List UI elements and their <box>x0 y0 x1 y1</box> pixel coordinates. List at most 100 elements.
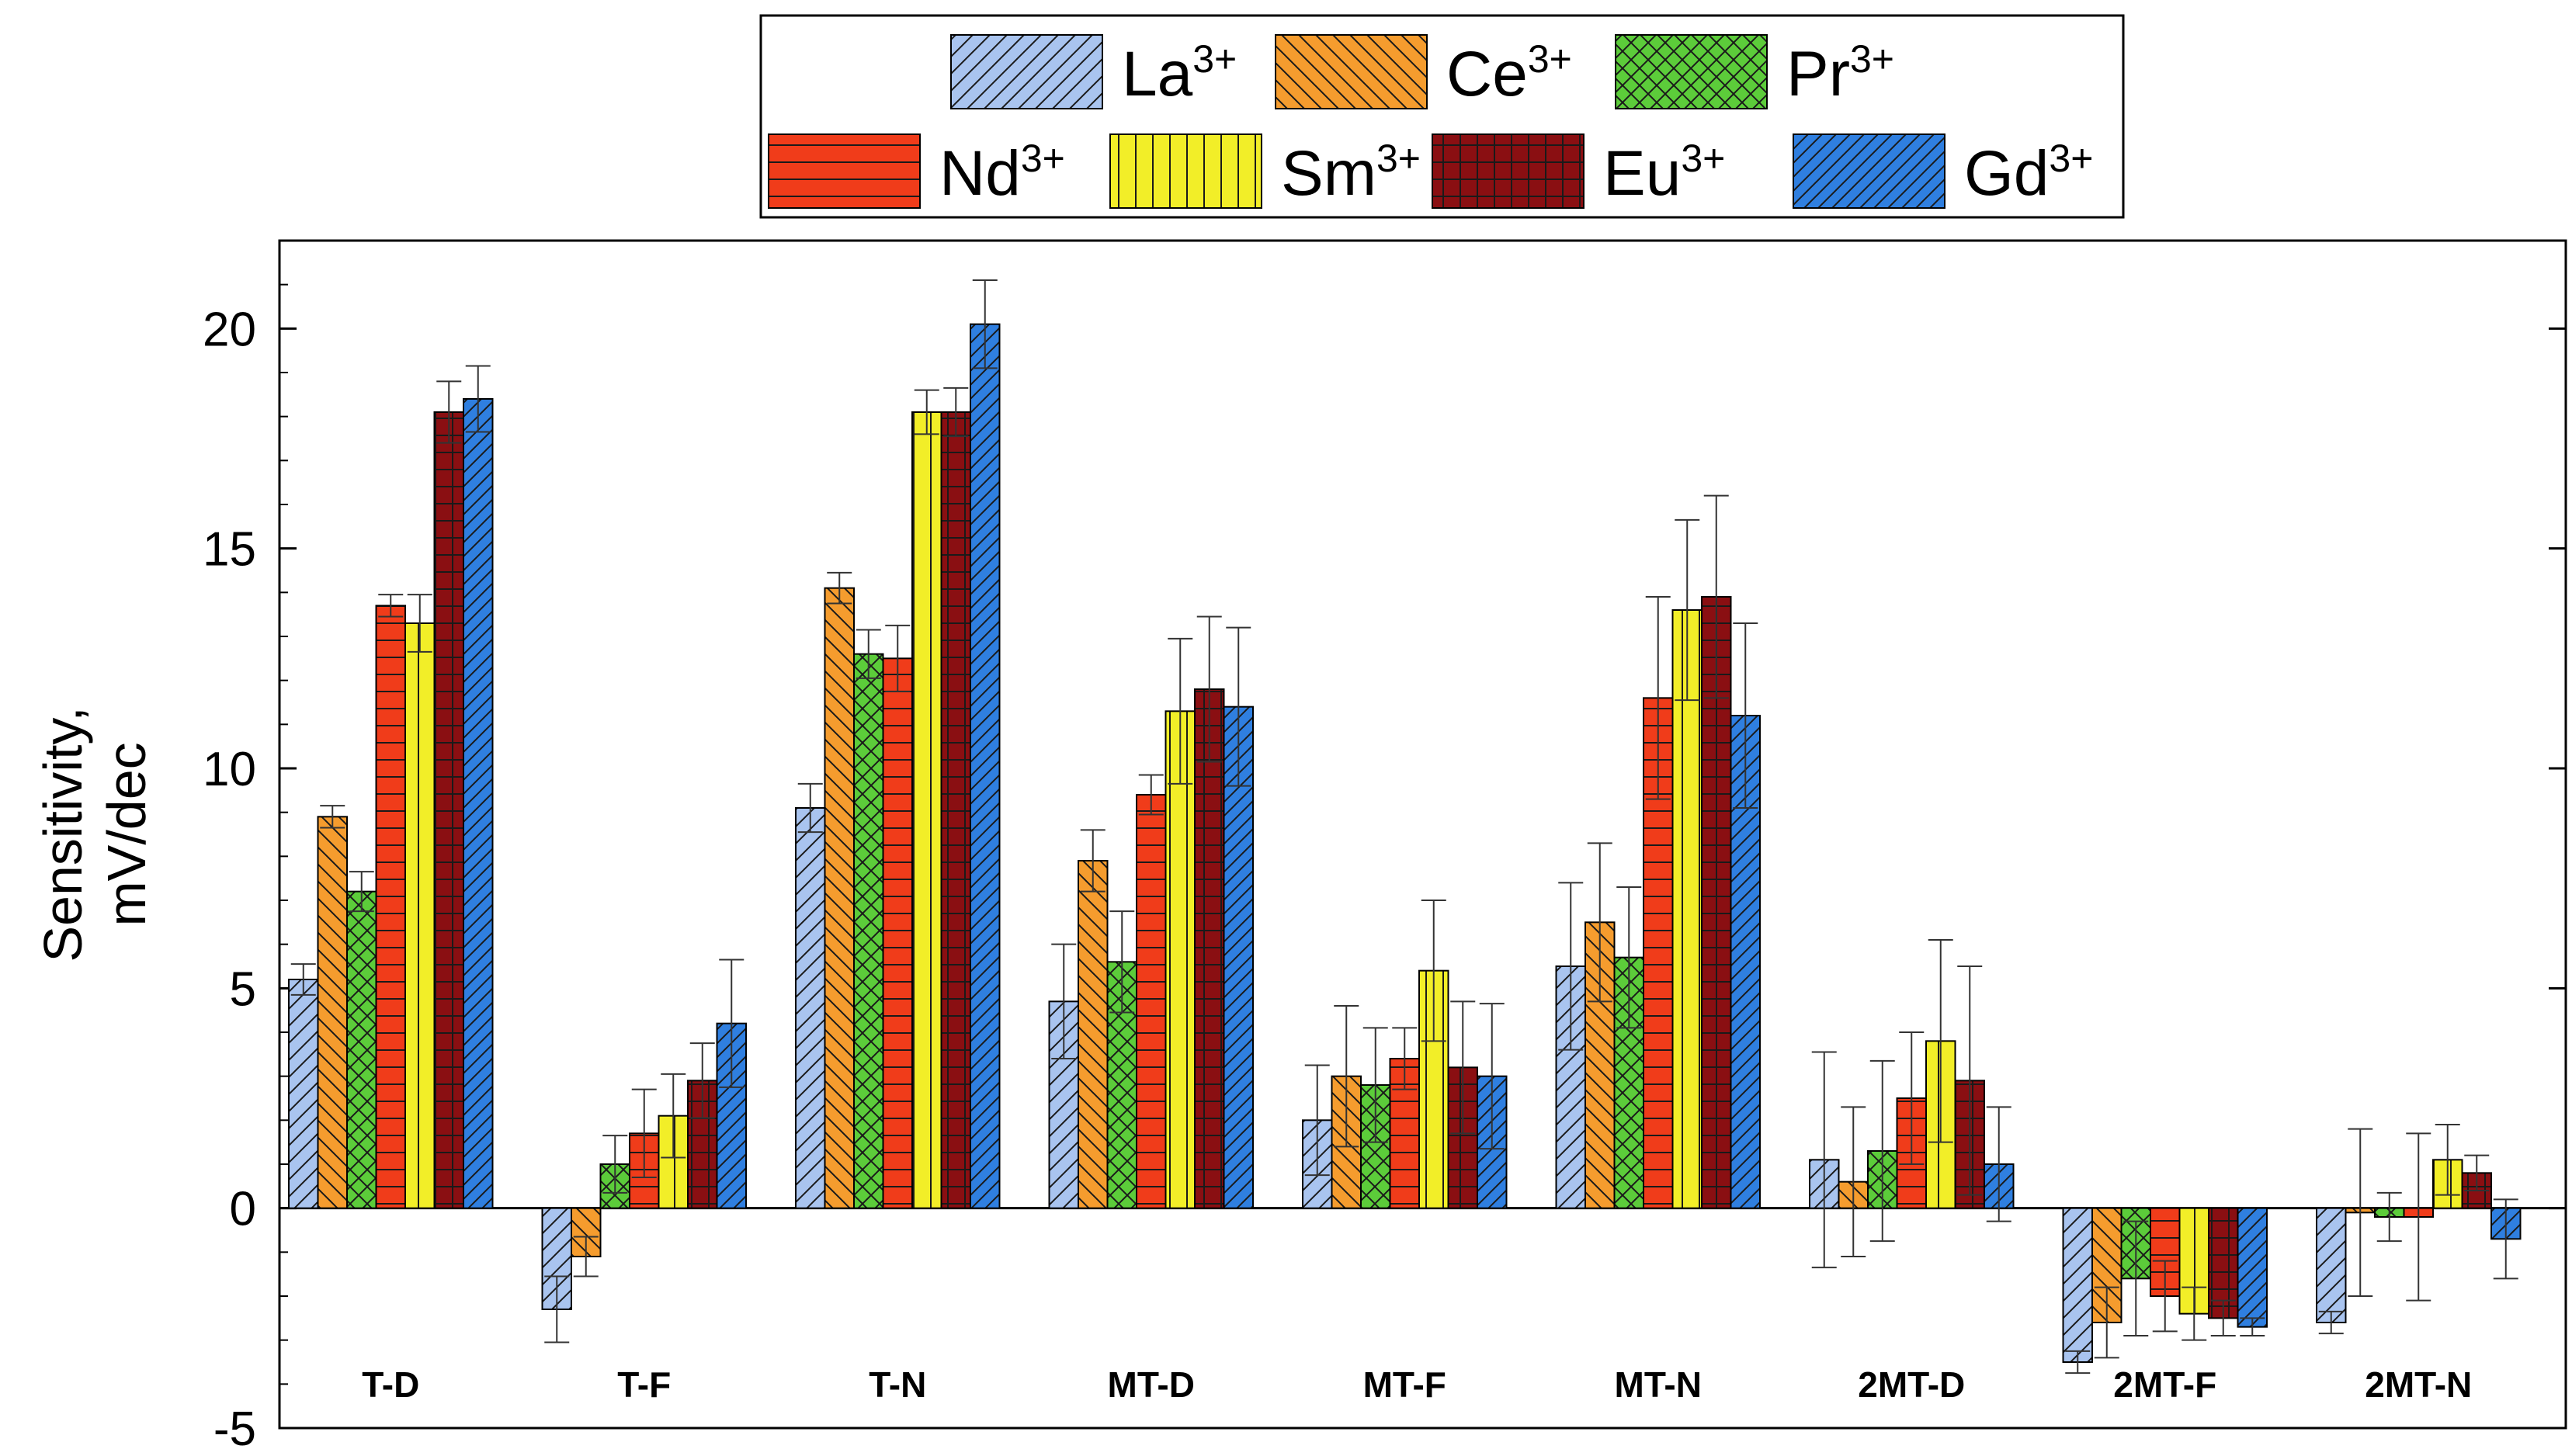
legend-swatch <box>950 34 1103 109</box>
error-bar-sm-mt-f <box>1421 900 1446 1042</box>
error-bar-gd-2mt-d <box>1986 1106 2011 1222</box>
error-bar-pr-2mt-n <box>2376 1191 2402 1243</box>
bar-la-2mt-f <box>2062 1207 2093 1363</box>
error-bar-ce-t-n <box>827 571 852 605</box>
bar-la-t-f <box>541 1207 572 1310</box>
bar-sm-t-d <box>404 622 436 1209</box>
error-bar-la-2mt-d <box>1811 1051 1837 1269</box>
bar-gd-t-d <box>463 398 494 1209</box>
error-bar-nd-t-d <box>378 594 404 618</box>
error-bar-pr-2mt-f <box>2123 1220 2149 1336</box>
bar-gd-t-n <box>970 323 1001 1209</box>
legend-label: Pr3+ <box>1786 37 1894 109</box>
error-bar-sm-t-d <box>407 594 432 653</box>
bar-gd-2mt-f <box>2237 1207 2268 1328</box>
error-bar-ce-2mt-d <box>1841 1106 1866 1257</box>
error-bar-gd-2mt-f <box>2240 1317 2265 1336</box>
legend-item-eu: Eu3+ <box>1432 133 1725 209</box>
category-label: MT-F <box>1363 1364 1446 1405</box>
bar-ce-mt-d <box>1078 860 1109 1209</box>
error-bar-gd-t-f <box>719 959 745 1088</box>
bar-gd-mt-d <box>1223 705 1254 1209</box>
error-bar-pr-t-n <box>856 629 881 679</box>
error-bar-eu-2mt-f <box>2210 1299 2236 1336</box>
error-bar-ce-t-d <box>320 805 345 829</box>
error-bar-nd-t-f <box>631 1088 657 1178</box>
y-axis-title-line2: mV/dec <box>96 742 157 926</box>
error-bar-nd-mt-d <box>1138 774 1164 816</box>
error-bar-eu-2mt-d <box>1957 965 1983 1196</box>
plot-area: -5 0 5 10 15 20 T-D T-F T-N MT-D MT-F MT-N 2MT-D 2MT… <box>203 239 2567 1456</box>
bar-la-2mt-n <box>2316 1207 2347 1323</box>
error-bar-sm-t-f <box>661 1073 686 1159</box>
y-tick-label: 5 <box>230 962 256 1016</box>
legend-swatch <box>1275 34 1428 109</box>
bar-ce-t-d <box>317 816 348 1209</box>
error-bar-gd-mt-n <box>1733 622 1758 809</box>
bar-eu-mt-d <box>1194 688 1225 1209</box>
error-bar-sm-t-n <box>914 389 939 435</box>
error-bar-eu-t-n <box>943 387 969 438</box>
error-bar-eu-mt-f <box>1450 1000 1476 1135</box>
y-tick-label: 0 <box>230 1183 256 1236</box>
error-bar-eu-2mt-n <box>2464 1154 2490 1191</box>
error-bar-ce-2mt-f <box>2094 1286 2119 1359</box>
error-bar-nd-2mt-n <box>2406 1132 2431 1302</box>
error-bar-eu-mt-n <box>1703 494 1729 699</box>
y-tick-label: -5 <box>213 1402 256 1456</box>
category-label: MT-D <box>1108 1364 1195 1405</box>
error-bar-la-2mt-n <box>2318 1310 2344 1335</box>
error-bar-la-2mt-f <box>2065 1350 2091 1375</box>
error-bar-gd-t-n <box>972 279 998 369</box>
error-bar-la-t-n <box>797 782 823 834</box>
legend-swatch <box>1615 34 1768 109</box>
error-bar-la-mt-f <box>1304 1064 1330 1177</box>
plot-frame <box>278 239 2567 1430</box>
legend-item-la: La3+ <box>950 34 1237 109</box>
error-bar-pr-mt-d <box>1109 910 1135 1014</box>
error-bar-ce-2mt-n <box>2348 1128 2373 1297</box>
category-label: MT-N <box>1615 1364 1702 1405</box>
bar-sm-mt-d <box>1165 710 1196 1209</box>
y-axis-title: Sensitivity, mV/dec <box>33 706 157 962</box>
error-bar-sm-2mt-n <box>2435 1124 2460 1196</box>
error-bar-sm-mt-d <box>1168 637 1193 785</box>
error-bar-eu-mt-d <box>1196 615 1222 763</box>
error-bar-pr-mt-n <box>1616 886 1642 1029</box>
bar-sm-mt-n <box>1671 609 1703 1209</box>
error-bar-nd-t-n <box>885 624 911 692</box>
error-bar-pr-t-f <box>602 1135 628 1194</box>
category-label: 2MT-F <box>2113 1364 2216 1405</box>
error-bar-nd-2mt-d <box>1899 1031 1925 1165</box>
bar-nd-t-d <box>375 605 406 1209</box>
legend-label: Sm3+ <box>1281 137 1421 209</box>
category-label: T-D <box>362 1364 419 1405</box>
category-label: 2MT-N <box>2365 1364 2472 1405</box>
error-bar-eu-t-d <box>436 380 462 444</box>
legend-swatch <box>1432 133 1585 209</box>
error-bar-pr-t-d <box>349 871 374 913</box>
y-axis-title-line1: Sensitivity, <box>33 706 93 962</box>
error-bar-gd-mt-d <box>1226 626 1251 787</box>
error-bar-pr-mt-f <box>1362 1027 1388 1143</box>
bar-ce-t-n <box>824 587 855 1209</box>
legend-item-gd: Gd3+ <box>1793 133 2093 209</box>
legend-item-sm: Sm3+ <box>1109 133 1421 209</box>
bar-nd-t-n <box>882 657 913 1209</box>
legend-item-ce: Ce3+ <box>1275 34 1572 109</box>
bar-pr-t-n <box>853 653 884 1209</box>
category-label: T-F <box>617 1364 671 1405</box>
error-bar-gd-mt-f <box>1479 1003 1505 1150</box>
error-bar-ce-t-f <box>573 1236 599 1277</box>
error-bar-ce-mt-n <box>1587 842 1612 1003</box>
legend: La3+ Ce3+ Pr3+ Nd3+ Sm3+ Eu3+ Gd3+ <box>759 14 2125 219</box>
error-bar-sm-2mt-d <box>1928 939 1953 1143</box>
error-bar-sm-2mt-f <box>2182 1286 2207 1341</box>
bar-pr-t-d <box>346 890 377 1209</box>
bar-eu-t-d <box>433 411 464 1209</box>
bar-eu-t-n <box>940 411 971 1209</box>
error-bar-sm-mt-n <box>1675 518 1700 702</box>
category-label: 2MT-D <box>1858 1364 1965 1405</box>
legend-swatch <box>768 133 921 209</box>
